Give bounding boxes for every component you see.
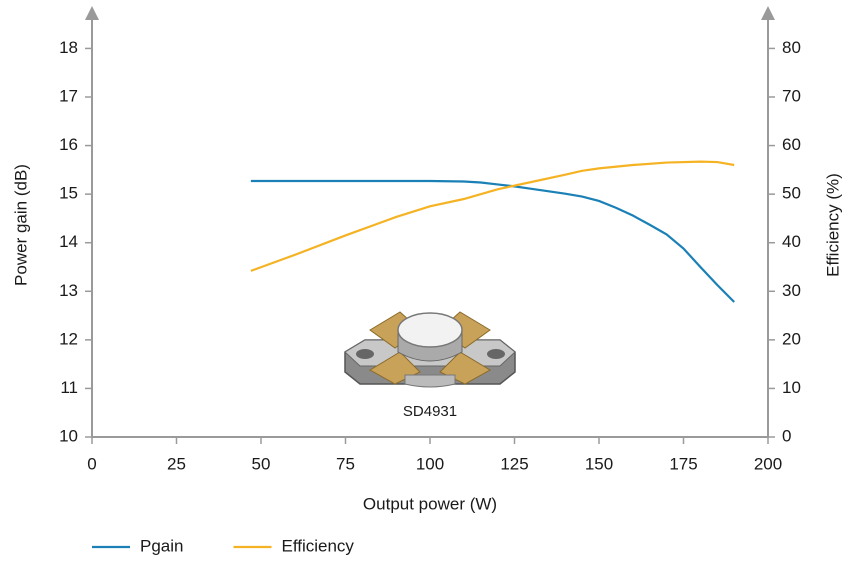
y-tick-label: 17 bbox=[59, 86, 78, 105]
y2-tick-label: 50 bbox=[782, 184, 801, 203]
y2-tick-label: 60 bbox=[782, 135, 801, 154]
y-axis-title: Power gain (dB) bbox=[11, 164, 30, 286]
y-axis-arrow bbox=[85, 6, 99, 20]
transistor-image bbox=[345, 312, 515, 387]
x-tick-label: 125 bbox=[500, 454, 528, 473]
y-tick-label: 11 bbox=[60, 378, 78, 397]
y-tick-label: 13 bbox=[59, 281, 78, 300]
y2-tick-label: 70 bbox=[782, 86, 801, 105]
y-tick-label: 12 bbox=[59, 329, 78, 348]
x-tick-label: 200 bbox=[754, 454, 782, 473]
x-tick-label: 75 bbox=[336, 454, 355, 473]
series-line bbox=[251, 162, 734, 271]
y2-tick-label: 30 bbox=[782, 281, 801, 300]
x-tick-label: 25 bbox=[167, 454, 186, 473]
x-tick-label: 50 bbox=[252, 454, 271, 473]
y2-tick-label: 80 bbox=[782, 38, 801, 57]
legend-label: Efficiency bbox=[281, 536, 354, 555]
y-tick-label: 15 bbox=[59, 184, 78, 203]
y2-axis-title: Efficiency (%) bbox=[823, 173, 842, 277]
y2-tick-label: 0 bbox=[782, 426, 791, 445]
y-tick-label: 16 bbox=[59, 135, 78, 154]
y2-tick-label: 40 bbox=[782, 232, 801, 251]
x-tick-label: 100 bbox=[416, 454, 444, 473]
legend-label: Pgain bbox=[140, 536, 183, 555]
image-label: SD4931 bbox=[403, 403, 457, 420]
y2-tick-label: 10 bbox=[782, 378, 801, 397]
y-tick-label: 18 bbox=[59, 38, 78, 57]
y-tick-label: 14 bbox=[59, 232, 78, 251]
x-tick-label: 150 bbox=[585, 454, 613, 473]
x-tick-label: 175 bbox=[669, 454, 697, 473]
y-tick-label: 10 bbox=[59, 426, 78, 445]
chart: Power gain (dB) Efficiency (%) Output po… bbox=[0, 0, 852, 562]
series-line bbox=[251, 181, 734, 302]
x-tick-label: 0 bbox=[87, 454, 96, 473]
x-axis-title: Output power (W) bbox=[363, 494, 497, 513]
y2-tick-label: 20 bbox=[782, 329, 801, 348]
y2-axis-arrow bbox=[761, 6, 775, 20]
